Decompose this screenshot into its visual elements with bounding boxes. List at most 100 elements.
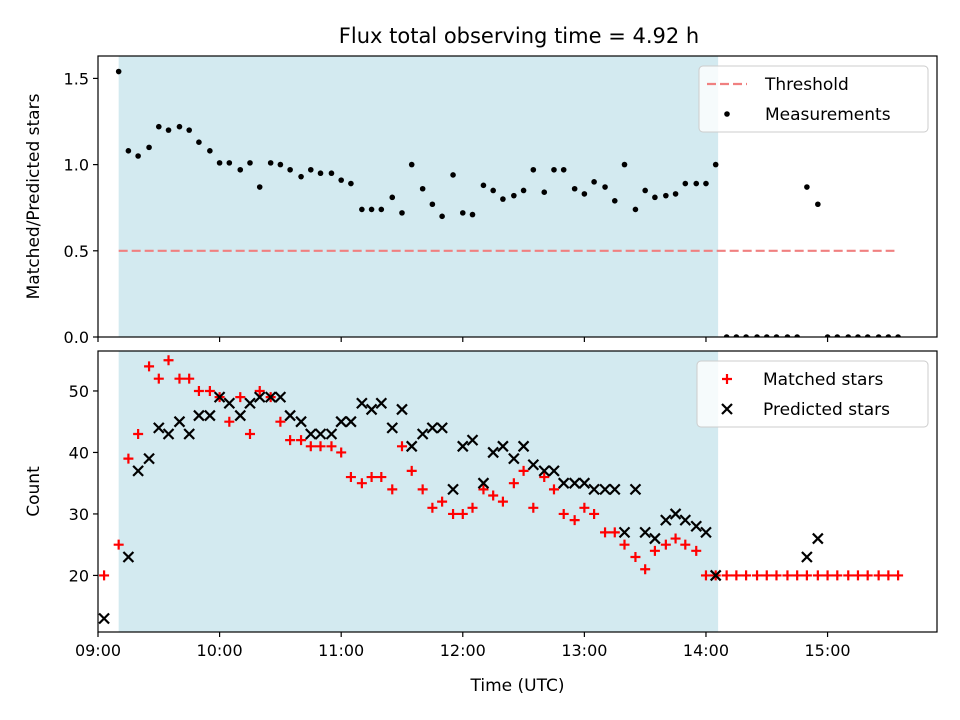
- observing-window-span: [119, 56, 718, 337]
- measurement-point: [541, 189, 547, 195]
- matched-star-point: [792, 570, 802, 580]
- matched-star-point: [843, 570, 853, 580]
- measurement-point: [633, 207, 639, 213]
- measurement-point: [521, 188, 527, 194]
- y-axis-label: Count: [24, 466, 44, 517]
- measurement-point: [156, 124, 162, 130]
- measurement-point: [268, 160, 274, 166]
- predicted-star-point: [802, 552, 812, 562]
- measurement-point: [287, 167, 293, 173]
- matched-star-point: [771, 570, 781, 580]
- matched-star-point: [741, 570, 751, 580]
- matched-star-point: [813, 570, 823, 580]
- figure: Flux total observing time = 4.92 h 0.00.…: [0, 0, 960, 720]
- measurement-point: [683, 181, 689, 187]
- bottom-panel: 2030405009:00 10:00 11:00 12:00 13:00 14:00 15…: [24, 351, 937, 696]
- measurement-point: [622, 162, 628, 168]
- matched-star-point: [762, 570, 772, 580]
- y-tick-label: 0.5: [64, 242, 89, 261]
- y-tick-label: 20: [69, 566, 89, 585]
- measurement-point: [135, 153, 141, 159]
- measurement-point: [399, 210, 405, 216]
- x-tick-label: 11:00: [318, 641, 364, 660]
- measurement-point: [186, 127, 192, 133]
- measurement-point: [815, 201, 821, 207]
- measurement-point: [430, 201, 436, 207]
- measurement-point: [379, 207, 385, 213]
- measurement-point: [348, 181, 354, 187]
- y-tick-label: 50: [69, 382, 89, 401]
- measurement-point: [703, 181, 709, 187]
- y-tick-label: 40: [69, 443, 89, 462]
- top-panel: 0.00.51.01.5Matched/Predicted starsThres…: [24, 56, 937, 347]
- legend-threshold-label: Threshold: [764, 75, 849, 95]
- x-axis-label: Time (UTC): [470, 676, 565, 696]
- measurement-point: [369, 207, 375, 213]
- measurement-point: [359, 207, 365, 213]
- x-tick-label: 13:00: [561, 641, 607, 660]
- measurement-point: [591, 179, 597, 185]
- measurement-point: [166, 127, 172, 133]
- measurement-point: [804, 184, 810, 190]
- measurement-point: [247, 160, 253, 166]
- measurement-point: [237, 167, 243, 173]
- chart-title: Flux total observing time = 4.92 h: [339, 24, 699, 48]
- measurement-point: [207, 148, 213, 154]
- observing-window-span: [119, 351, 718, 632]
- matched-star-point: [802, 570, 812, 580]
- measurement-point: [551, 167, 557, 173]
- matched-star-point: [731, 570, 741, 580]
- y-tick-label: 1.5: [64, 69, 89, 88]
- measurement-point: [146, 145, 152, 151]
- matched-star-point: [853, 570, 863, 580]
- measurement-point: [663, 193, 669, 199]
- measurement-point: [561, 167, 567, 173]
- matched-star-point: [722, 570, 732, 580]
- measurement-point: [389, 195, 395, 201]
- measurement-point: [308, 167, 314, 173]
- measurement-point: [196, 139, 202, 145]
- x-tick-label: 09:00: [75, 641, 121, 660]
- predicted-star-point: [99, 613, 109, 623]
- measurement-point: [409, 162, 415, 168]
- legend-measurement-label: Measurements: [765, 105, 891, 125]
- legend-predicted-label: Predicted stars: [763, 400, 890, 420]
- measurement-point: [481, 182, 487, 188]
- matched-star-point: [874, 570, 884, 580]
- measurement-point: [602, 184, 608, 190]
- matched-star-point: [782, 570, 792, 580]
- measurement-point: [439, 214, 445, 220]
- x-tick-label: 12:00: [440, 641, 486, 660]
- legend: Threshold Measurements: [699, 66, 928, 132]
- measurement-point: [257, 184, 263, 190]
- measurement-point: [177, 124, 183, 130]
- matched-star-point: [823, 570, 833, 580]
- measurement-point: [673, 191, 679, 197]
- x-tick-label: 14:00: [683, 641, 729, 660]
- measurement-point: [511, 193, 517, 199]
- measurement-point: [582, 191, 588, 197]
- measurement-point: [572, 186, 578, 192]
- measurement-point: [420, 186, 426, 192]
- legend: Matched stars Predicted stars: [697, 361, 928, 427]
- measurement-point: [217, 160, 223, 166]
- predicted-star-point: [813, 534, 823, 544]
- x-tick-label: 10:00: [197, 641, 243, 660]
- measurement-point: [500, 196, 506, 202]
- measurement-point: [278, 162, 284, 168]
- measurement-point: [126, 148, 132, 154]
- measurement-point: [693, 181, 699, 187]
- measurement-point: [227, 160, 233, 166]
- measurement-point: [318, 170, 324, 176]
- matched-star-point: [893, 570, 903, 580]
- measurement-point: [531, 167, 537, 173]
- measurement-point: [490, 188, 496, 194]
- measurement-point: [450, 172, 456, 178]
- measurement-point: [652, 195, 658, 201]
- matched-star-point: [99, 570, 109, 580]
- legend-measurement-swatch: [724, 111, 730, 117]
- measurement-point: [642, 188, 648, 194]
- matched-star-point: [752, 570, 762, 580]
- y-axis-label: Matched/Predicted stars: [24, 93, 44, 299]
- y-tick-label: 30: [69, 505, 89, 524]
